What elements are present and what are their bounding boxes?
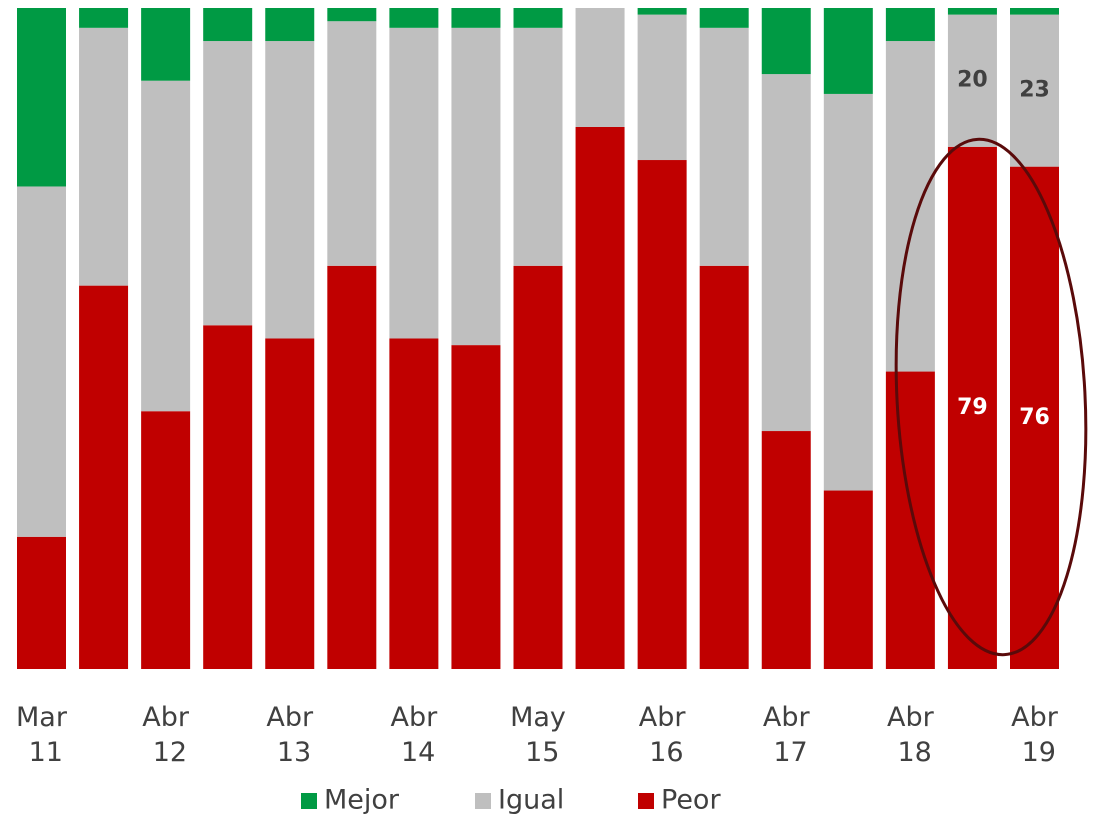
- bar-segment: [451, 27, 501, 346]
- bar-segment: [575, 8, 625, 127]
- bar-segment: [1010, 166, 1059, 669]
- x-tick-label: Mar 11: [16, 702, 68, 768]
- bar-segment: [947, 14, 997, 147]
- bar-segment: [17, 8, 66, 187]
- bar-segment: [699, 27, 749, 266]
- bar-segment: [823, 93, 873, 491]
- bar-segment: [265, 338, 315, 669]
- legend-swatch: [475, 793, 491, 809]
- bar-segment: [141, 411, 191, 669]
- bar-segment: [761, 74, 811, 432]
- x-axis-labels: Mar 11 Abr 12 Abr 13 Abr 14 May 15 Abr 16 Abr …: [16, 702, 1059, 768]
- bar-segment: [79, 27, 129, 286]
- bar-segment: [513, 27, 563, 266]
- bar-segment: [637, 8, 687, 15]
- bar-segment: [761, 8, 811, 75]
- bar-segment: [575, 126, 625, 670]
- bar-segment: [389, 338, 439, 669]
- bar-segment: [947, 8, 997, 15]
- bar-segment: [203, 325, 253, 669]
- bar-segment: [327, 265, 377, 669]
- legend-swatch: [638, 793, 654, 809]
- x-tick-label: May 15: [510, 702, 566, 768]
- bar-segment: [451, 8, 501, 28]
- x-tick-label: Abr 12: [142, 702, 190, 768]
- bar-segment: [699, 8, 749, 28]
- bar-segment: [451, 345, 501, 669]
- bar-segment: [885, 371, 935, 669]
- bar-segment: [1010, 8, 1059, 15]
- bar-segment: [203, 8, 253, 42]
- legend-swatch: [301, 793, 317, 809]
- bar-segment: [823, 490, 873, 669]
- bar-segment: [389, 8, 439, 28]
- bar-segment: [389, 27, 439, 339]
- bar-segment: [79, 285, 129, 669]
- x-tick-label: Abr 13: [266, 702, 314, 768]
- value-label: 76: [1019, 405, 1050, 430]
- bar-segment: [265, 8, 315, 42]
- bars: [17, 8, 1059, 670]
- bar-segment: [885, 41, 935, 372]
- x-tick-label: Abr 17: [763, 702, 811, 768]
- bar-segment: [79, 8, 129, 28]
- value-label: 79: [957, 395, 988, 420]
- bar-segment: [141, 8, 191, 81]
- x-tick-label: Abr 19: [1011, 702, 1059, 768]
- bar-segment: [141, 80, 191, 412]
- bar-segment: [637, 14, 687, 161]
- bar-segment: [761, 431, 811, 669]
- x-tick-label: Abr 16: [639, 702, 687, 768]
- bar-segment: [203, 41, 253, 326]
- bar-segment: [513, 8, 563, 28]
- legend-label: Igual: [498, 785, 564, 816]
- bar-segment: [513, 265, 563, 669]
- bar-segment: [327, 21, 377, 266]
- bar-segment: [265, 41, 315, 339]
- bar-segment: [823, 8, 873, 94]
- value-label: 20: [957, 68, 988, 93]
- bar-segment: [327, 8, 377, 22]
- value-labels: 79 20 76 23: [957, 68, 1050, 430]
- legend-label: Mejor: [324, 785, 400, 816]
- value-label: 23: [1019, 78, 1050, 103]
- highlight-ellipse: [894, 137, 1088, 657]
- bar-segment: [17, 186, 66, 537]
- bar-segment: [885, 8, 935, 42]
- x-tick-label: Abr 18: [887, 702, 935, 768]
- bar-segment: [17, 536, 66, 669]
- bar-segment: [1010, 14, 1059, 167]
- legend: Mejor Igual Peor: [301, 785, 721, 816]
- bar-segment: [637, 160, 687, 669]
- legend-label: Peor: [661, 785, 721, 816]
- bar-segment: [699, 265, 749, 669]
- x-tick-label: Abr 14: [391, 702, 439, 768]
- bar-segment: [947, 146, 997, 669]
